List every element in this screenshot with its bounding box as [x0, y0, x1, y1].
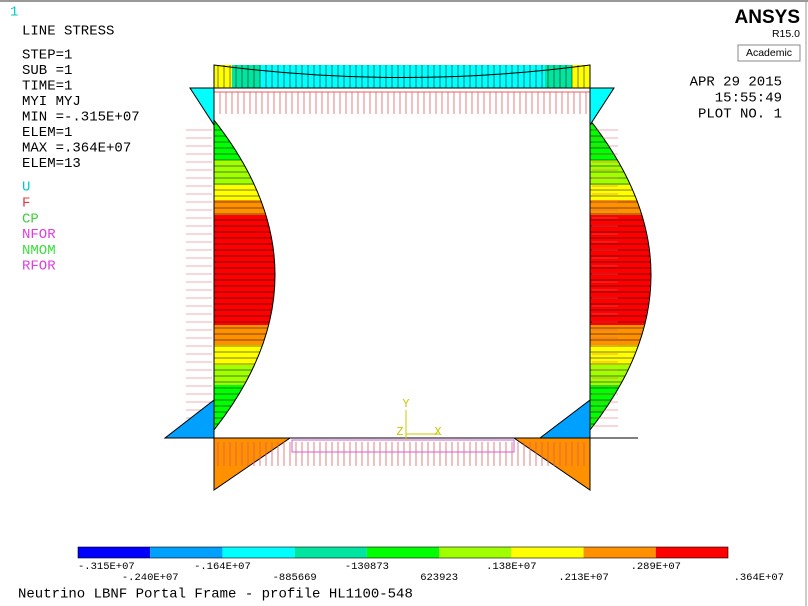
symbol-label: NMOM [22, 243, 56, 259]
beam-band [260, 65, 545, 88]
column-band [590, 200, 651, 215]
colorbar-label: 623923 [420, 572, 458, 584]
bottom-left [213, 437, 292, 491]
column-outline [213, 118, 276, 432]
symbol-label: U [22, 180, 30, 196]
corner-left-top [189, 87, 215, 127]
symbol-label: CP [22, 211, 39, 227]
colorbar-swatch [150, 547, 223, 558]
beam-outline [213, 64, 591, 89]
info-line: TIME=1 [22, 79, 72, 95]
colorbar-swatch [366, 547, 440, 558]
window-number: 1 [10, 5, 18, 21]
beam-band [214, 65, 232, 88]
info-line: ELEM=13 [22, 156, 81, 172]
column-band [590, 215, 651, 325]
logo-version: R15.0 [772, 28, 800, 40]
colorbar-swatch [511, 547, 584, 558]
info-line: ELEM=1 [22, 125, 72, 141]
colorbar-label: -885669 [273, 572, 317, 584]
caption: Neutrino LBNF Portal Frame - profile HL1… [18, 587, 413, 603]
colorbar-swatch [78, 547, 151, 558]
info-line: MIN =-.315E+07 [22, 110, 140, 126]
colorbar-label: -.240E+07 [122, 572, 179, 584]
info-line: MYI MYJ [22, 94, 81, 110]
axis-label: X [434, 425, 441, 439]
colorbar-label: -130873 [345, 561, 389, 573]
colorbar-swatch [655, 547, 728, 558]
stamp-time: 15:55:49 [715, 91, 782, 107]
plot-title: LINE STRESS [22, 24, 114, 40]
stamp-date: APR 29 2015 [690, 75, 782, 91]
beam-band [545, 65, 572, 88]
info-line: SUB =1 [22, 63, 72, 79]
column-band [214, 215, 275, 325]
colorbar-label: -.164E+07 [194, 561, 251, 573]
stamp-plot: PLOT NO. 1 [698, 107, 782, 123]
column-band [214, 200, 275, 215]
beam-band [232, 65, 260, 88]
axis-label: Z [396, 425, 403, 439]
symbol-label: NFOR [22, 227, 56, 243]
colorbar-label: .213E+07 [558, 572, 608, 584]
colorbar-label: -.315E+07 [78, 561, 135, 573]
colorbar-label: .289E+07 [631, 561, 681, 573]
info-line: MAX =.364E+07 [22, 141, 131, 157]
colorbar-label: .138E+07 [486, 561, 536, 573]
colorbar-frame [77, 546, 729, 559]
beam-band [572, 65, 590, 88]
edition-box [737, 44, 801, 62]
column-outline [589, 118, 652, 432]
colorbar-swatch [294, 547, 367, 558]
symbol-label: F [22, 196, 30, 212]
info-line: STEP=1 [22, 48, 72, 64]
symbol-label: RFOR [22, 259, 56, 275]
axis-label: Y [402, 397, 409, 411]
colorbar-swatch [439, 547, 512, 558]
support-load [291, 439, 515, 453]
colorbar-swatch [583, 547, 656, 558]
corner-right-top [589, 87, 615, 127]
colorbar-swatch [222, 547, 295, 558]
colorbar-label: .364E+07 [734, 572, 784, 584]
logo-edition: Academic [746, 47, 792, 59]
bottom-right [512, 437, 591, 491]
logo-name: ANSYS [735, 7, 800, 28]
